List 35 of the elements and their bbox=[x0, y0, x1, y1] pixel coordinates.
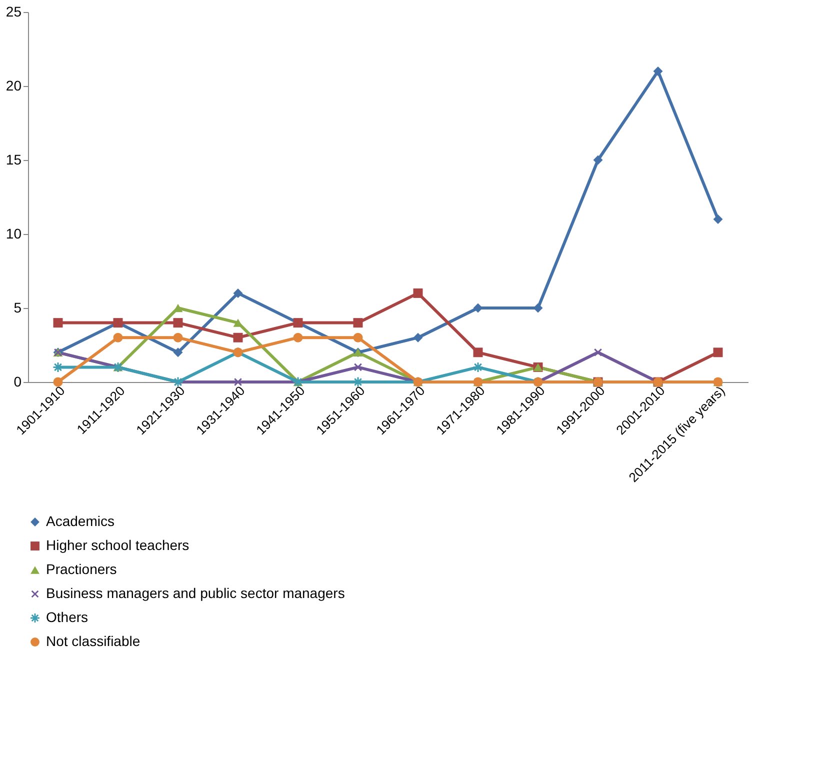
legend-label: Others bbox=[46, 609, 88, 625]
point bbox=[413, 332, 423, 342]
point bbox=[173, 332, 183, 342]
legend-label: Not classifiable bbox=[46, 633, 140, 649]
point bbox=[234, 378, 242, 386]
point bbox=[353, 332, 363, 342]
point bbox=[473, 348, 483, 358]
legend-label: Higher school teachers bbox=[46, 537, 190, 553]
point bbox=[173, 318, 183, 328]
point bbox=[53, 318, 63, 328]
point bbox=[473, 303, 483, 313]
point bbox=[293, 332, 303, 342]
y-tick-label: 0 bbox=[14, 374, 22, 390]
point bbox=[713, 214, 723, 224]
point bbox=[113, 332, 123, 342]
legend-label: Practioners bbox=[46, 561, 117, 577]
point bbox=[173, 304, 183, 312]
point bbox=[533, 303, 543, 313]
y-tick-label: 15 bbox=[6, 152, 22, 168]
legend-label: Business managers and public sector managers bbox=[46, 585, 345, 601]
y-tick-label: 20 bbox=[6, 78, 22, 94]
point bbox=[713, 348, 723, 358]
y-tick-label: 25 bbox=[6, 4, 22, 20]
y-tick-label: 5 bbox=[14, 300, 22, 316]
point bbox=[593, 155, 603, 165]
point bbox=[173, 348, 183, 358]
point bbox=[233, 332, 243, 342]
point bbox=[653, 66, 663, 76]
point bbox=[353, 318, 363, 328]
y-tick-label: 10 bbox=[6, 226, 22, 242]
point bbox=[53, 377, 63, 387]
legend-label: Academics bbox=[46, 513, 114, 529]
point bbox=[353, 377, 363, 387]
point bbox=[413, 288, 423, 298]
point bbox=[233, 288, 243, 298]
